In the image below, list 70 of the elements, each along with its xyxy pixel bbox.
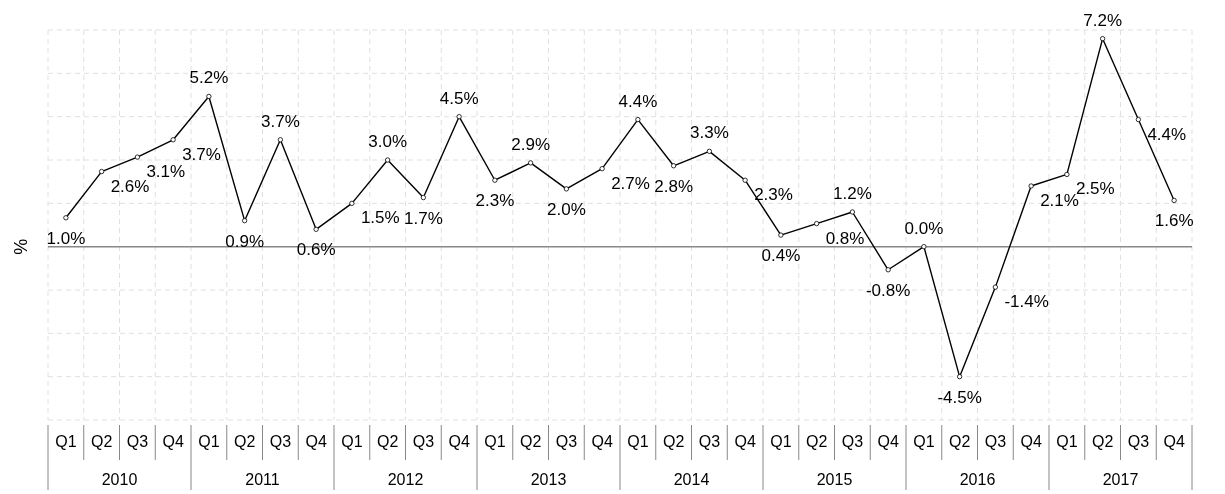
data-label: 2.3% — [475, 191, 515, 211]
x-tick-label: Q4 — [1163, 433, 1185, 450]
data-label: -4.5% — [937, 387, 982, 407]
x-tick-label: Q3 — [698, 433, 721, 450]
x-tick-label: Q4 — [162, 433, 184, 450]
x-tick-label: Q2 — [90, 433, 113, 450]
x-tick-label: Q4 — [734, 433, 756, 450]
text: 2012 — [387, 471, 424, 488]
x-tick-label: Q3 — [269, 433, 292, 450]
x-tick-label: Q4 — [591, 433, 613, 450]
data-label: 2.3% — [754, 185, 793, 205]
data-label: 7.2% — [1083, 10, 1122, 30]
data-label: 1.7% — [404, 208, 443, 228]
data-label: 2.9% — [511, 134, 550, 154]
x-tick-label: Q1 — [55, 433, 77, 450]
text: 2016 — [959, 471, 996, 488]
text: 2010 — [101, 471, 138, 488]
text: 2011 — [245, 471, 280, 488]
data-label: 0.4% — [761, 246, 801, 266]
data-label: 3.3% — [690, 123, 729, 143]
data-label: 2.0% — [547, 199, 586, 219]
x-tick-label: Q1 — [341, 433, 363, 450]
data-label: -0.8% — [865, 280, 911, 300]
data-label: 5.2% — [189, 68, 229, 88]
x-tick-label: Q2 — [233, 433, 256, 450]
data-label: 4.4% — [618, 91, 658, 111]
data-label: 0.6% — [296, 240, 336, 260]
data-label: 0.9% — [225, 231, 264, 251]
x-tick-label: Q4 — [877, 433, 899, 450]
x-tick-label: Q1 — [1056, 433, 1078, 450]
x-tick-label: Q2 — [376, 433, 399, 450]
x-tick-label: Q2 — [805, 433, 828, 450]
x-tick-label: Q2 — [948, 433, 971, 450]
x-tick-label: Q1 — [770, 433, 792, 450]
data-label: 3.7% — [261, 111, 300, 131]
text: 2014 — [673, 471, 710, 488]
x-tick-label: Q3 — [412, 433, 435, 450]
data-label: -1.4% — [1004, 292, 1049, 312]
y-axis-title: % — [10, 238, 31, 255]
data-label: 1.5% — [360, 208, 400, 228]
text: 2015 — [816, 471, 853, 488]
x-tick-label: Q1 — [484, 433, 506, 450]
x-tick-label: Q3 — [984, 433, 1007, 450]
x-tick-label: Q4 — [305, 433, 327, 450]
text: 2013 — [530, 471, 567, 488]
data-label: 3.7% — [182, 144, 221, 164]
data-label: 1.0% — [46, 228, 86, 248]
x-tick-label: Q1 — [627, 433, 649, 450]
x-tick-label: Q3 — [841, 433, 864, 450]
x-tick-label: Q1 — [913, 433, 935, 450]
x-tick-label: Q2 — [1091, 433, 1114, 450]
x-tick-label: Q2 — [519, 433, 542, 450]
x-tick-label: Q1 — [198, 433, 220, 450]
data-label: 1.6% — [1154, 211, 1194, 231]
x-tick-label: Q3 — [126, 433, 149, 450]
data-label: 4.4% — [1147, 124, 1187, 144]
x-tick-label: Q3 — [555, 433, 578, 450]
x-tick-label: Q4 — [448, 433, 470, 450]
data-label: 2.5% — [1075, 179, 1115, 199]
data-label: 2.7% — [611, 173, 650, 193]
data-label: 0.8% — [825, 228, 865, 248]
text: 2017 — [1102, 471, 1139, 488]
x-tick-label: Q4 — [1020, 433, 1042, 450]
data-label: 0.0% — [904, 218, 944, 238]
x-tick-label: Q3 — [1127, 433, 1150, 450]
data-label: 1.2% — [833, 184, 872, 203]
x-tick-label: Q2 — [662, 433, 685, 450]
data-label: 3.0% — [368, 132, 407, 151]
data-label: 4.5% — [439, 88, 479, 108]
data-label: 2.8% — [654, 176, 693, 196]
